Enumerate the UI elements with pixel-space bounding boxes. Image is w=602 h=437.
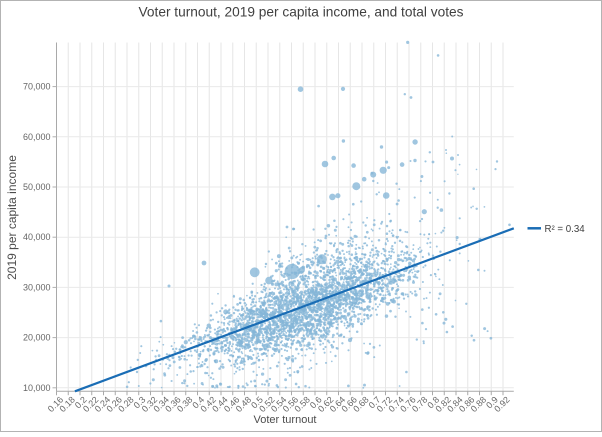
svg-text:10,000: 10,000: [23, 383, 51, 393]
svg-text:50,000: 50,000: [23, 182, 51, 192]
svg-text:R² = 0.34: R² = 0.34: [545, 224, 586, 235]
svg-text:40,000: 40,000: [23, 232, 51, 242]
svg-text:2019 per capita income: 2019 per capita income: [5, 155, 19, 280]
svg-text:Voter turnout: Voter turnout: [254, 414, 317, 426]
svg-text:60,000: 60,000: [23, 132, 51, 142]
svg-text:20,000: 20,000: [23, 333, 51, 343]
svg-text:Voter turnout, 2019 per capita: Voter turnout, 2019 per capita income, a…: [139, 4, 464, 19]
svg-text:70,000: 70,000: [23, 82, 51, 92]
svg-text:30,000: 30,000: [23, 282, 51, 292]
